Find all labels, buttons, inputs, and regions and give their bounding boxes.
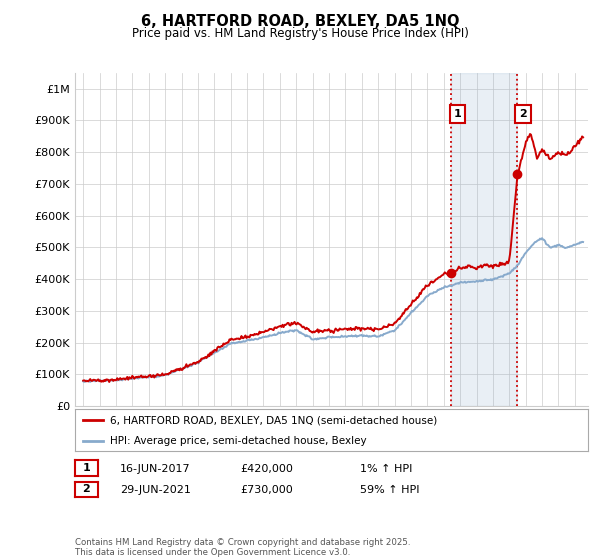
Text: 6, HARTFORD ROAD, BEXLEY, DA5 1NQ (semi-detached house): 6, HARTFORD ROAD, BEXLEY, DA5 1NQ (semi-…	[110, 415, 437, 425]
Text: 16-JUN-2017: 16-JUN-2017	[120, 464, 191, 474]
Text: 59% ↑ HPI: 59% ↑ HPI	[360, 485, 419, 495]
Text: £730,000: £730,000	[240, 485, 293, 495]
Text: £420,000: £420,000	[240, 464, 293, 474]
Text: Price paid vs. HM Land Registry's House Price Index (HPI): Price paid vs. HM Land Registry's House …	[131, 27, 469, 40]
Bar	[451, 73, 517, 406]
Text: 2: 2	[519, 109, 527, 119]
Text: HPI: Average price, semi-detached house, Bexley: HPI: Average price, semi-detached house,…	[110, 436, 367, 446]
Text: 1% ↑ HPI: 1% ↑ HPI	[360, 464, 412, 474]
Text: 29-JUN-2021: 29-JUN-2021	[120, 485, 191, 495]
Text: 1: 1	[454, 109, 461, 119]
Text: 1: 1	[83, 463, 90, 473]
Text: 6, HARTFORD ROAD, BEXLEY, DA5 1NQ: 6, HARTFORD ROAD, BEXLEY, DA5 1NQ	[141, 14, 459, 29]
Text: Contains HM Land Registry data © Crown copyright and database right 2025.
This d: Contains HM Land Registry data © Crown c…	[75, 538, 410, 557]
Text: 2: 2	[83, 484, 90, 494]
